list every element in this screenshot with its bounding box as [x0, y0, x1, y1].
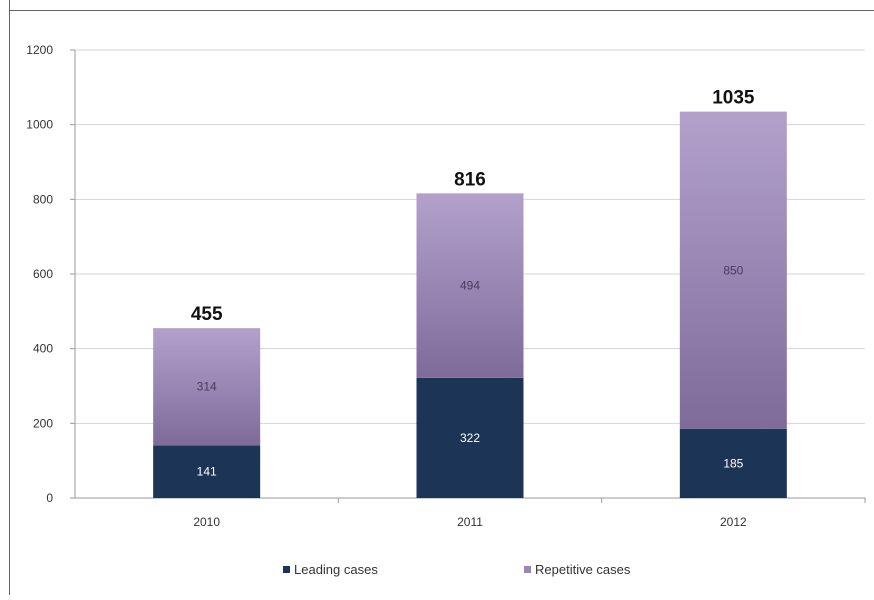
y-tick-label: 800 [33, 192, 53, 206]
y-tick-label: 200 [33, 416, 53, 430]
legend-label: Leading cases [294, 562, 378, 577]
y-tick-label: 1000 [26, 118, 53, 132]
data-label-leading: 141 [197, 465, 217, 479]
total-label: 1035 [712, 88, 755, 109]
data-label-leading: 322 [460, 431, 480, 445]
legend-swatch [283, 566, 290, 573]
total-label: 816 [454, 169, 486, 190]
bars [153, 111, 787, 498]
x-tick-label: 2012 [720, 515, 747, 529]
data-label-repetitive: 850 [723, 263, 743, 277]
bar-leading-cases [416, 377, 524, 498]
y-tick-label: 0 [46, 491, 53, 505]
x-tick-label: 2010 [193, 515, 220, 529]
data-label-leading: 185 [723, 456, 743, 470]
bar-repetitive-cases [153, 328, 261, 446]
x-axis: 2010 2011 2012 [193, 498, 866, 529]
x-tick-label: 2011 [457, 515, 483, 529]
data-labels: 141 314 455 322 494 816 185 850 1035 [191, 88, 755, 479]
legend: Leading cases Repetitive cases [283, 562, 631, 577]
y-tick-label: 1200 [26, 43, 53, 57]
bar-repetitive-cases [679, 111, 787, 429]
data-label-repetitive: 494 [460, 279, 480, 293]
y-tick-label: 600 [33, 267, 53, 281]
legend-swatch [524, 566, 531, 573]
legend-label: Repetitive cases [535, 562, 631, 577]
bar-leading-cases [679, 428, 787, 498]
total-label: 455 [191, 304, 223, 325]
y-axis: 0 200 400 600 800 1000 1200 [26, 43, 76, 505]
bar-leading-cases [153, 445, 261, 498]
y-tick-label: 400 [33, 342, 53, 356]
bar-repetitive-cases [416, 193, 524, 378]
data-label-repetitive: 314 [197, 380, 217, 394]
